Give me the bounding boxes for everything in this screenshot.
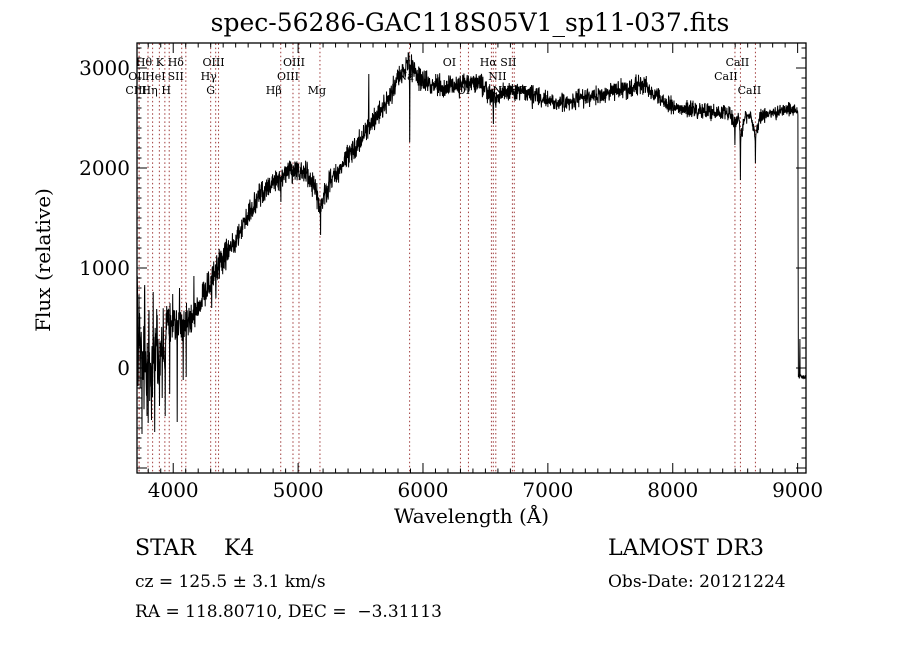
radial-velocity-text: cz = 125.5 ± 3.1 km/s (135, 572, 326, 592)
plot-title: spec-56286-GAC118S05V1_sp11-037.fits (210, 8, 730, 37)
spectral-line-label: CaII (726, 56, 750, 69)
plot-frame (136, 42, 807, 474)
spectral-line-label: CIII (125, 84, 146, 97)
spectral-line-label: OI (443, 56, 456, 69)
spectral-line-label: OIII (203, 56, 225, 69)
spectral-line-label: CaII (714, 70, 738, 83)
spectral-line-label: Hα (480, 56, 498, 69)
spectral-line-label: Hγ (201, 70, 218, 83)
y-axis-label: Flux (relative) (31, 188, 55, 332)
x-axis-label: Wavelength (Å) (393, 504, 550, 528)
spectral-line-label: OII (128, 70, 146, 83)
spectral-line-label: SII (500, 56, 516, 69)
spectral-line-label: NII (488, 70, 506, 83)
x-tick-label: 8000 (647, 478, 698, 502)
survey-release-label: LAMOST DR3 (608, 536, 764, 561)
spectral-line-label: HeI (145, 70, 165, 83)
y-tick-label: 1000 (79, 256, 130, 280)
y-tick-label: 2000 (79, 156, 130, 180)
y-tick-label: 3000 (79, 56, 130, 80)
spectral-line-label: H (161, 84, 171, 97)
spectral-line-label: Hδ (168, 56, 185, 69)
spectral-line-label: OIII (277, 70, 299, 83)
x-tick-label: 6000 (398, 478, 449, 502)
spectral-line-label: Mg (308, 84, 326, 97)
spectral-line-label: CaII (738, 84, 762, 97)
spectral-line-label: Hη (142, 84, 158, 97)
spectral-line-label: G (206, 84, 215, 97)
spectral-line-label: SII (168, 70, 184, 83)
x-tick-label: 4000 (148, 478, 199, 502)
obs-date-text: Obs-Date: 20121224 (608, 572, 786, 592)
spectral-line-label: OIII (283, 56, 305, 69)
coordinates-text: RA = 118.80710, DEC = −3.31113 (135, 602, 442, 622)
spectral-line-label: K (156, 56, 165, 69)
x-tick-label: 7000 (522, 478, 573, 502)
y-tick-label: 0 (117, 356, 130, 380)
x-tick-label: 9000 (772, 478, 823, 502)
spectrum-path (136, 52, 807, 435)
spectral-line-label: Hθ (136, 56, 153, 69)
object-class-label: STAR K4 (135, 536, 255, 561)
spectral-line-label: Hβ (266, 84, 282, 97)
x-tick-label: 5000 (273, 478, 324, 502)
